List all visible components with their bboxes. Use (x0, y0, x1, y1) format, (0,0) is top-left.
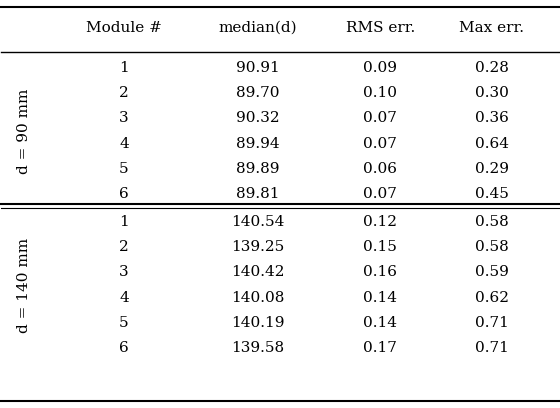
Text: 6: 6 (119, 341, 129, 355)
Text: 0.07: 0.07 (363, 111, 397, 126)
Text: 0.16: 0.16 (363, 266, 397, 279)
Text: 140.42: 140.42 (231, 266, 284, 279)
Text: 0.09: 0.09 (363, 61, 397, 75)
Text: d = 140 mm: d = 140 mm (17, 237, 31, 333)
Text: 89.70: 89.70 (236, 86, 279, 100)
Text: 139.58: 139.58 (231, 341, 284, 355)
Text: 0.29: 0.29 (475, 162, 508, 176)
Text: 140.19: 140.19 (231, 316, 284, 330)
Text: 0.62: 0.62 (475, 290, 508, 305)
Text: 89.81: 89.81 (236, 187, 279, 201)
Text: 5: 5 (119, 316, 129, 330)
Text: 2: 2 (119, 86, 129, 100)
Text: 0.12: 0.12 (363, 215, 397, 229)
Text: 4: 4 (119, 137, 129, 151)
Text: 0.59: 0.59 (475, 266, 508, 279)
Text: 6: 6 (119, 187, 129, 201)
Text: 3: 3 (119, 111, 129, 126)
Text: 0.36: 0.36 (475, 111, 508, 126)
Text: 0.10: 0.10 (363, 86, 397, 100)
Text: 1: 1 (119, 61, 129, 75)
Text: median(d): median(d) (218, 21, 297, 35)
Text: 0.06: 0.06 (363, 162, 397, 176)
Text: 0.14: 0.14 (363, 316, 397, 330)
Text: 89.89: 89.89 (236, 162, 279, 176)
Text: 0.28: 0.28 (475, 61, 508, 75)
Text: d = 90 mm: d = 90 mm (17, 89, 31, 174)
Text: 0.30: 0.30 (475, 86, 508, 100)
Text: 0.71: 0.71 (475, 316, 508, 330)
Text: 0.15: 0.15 (363, 240, 397, 254)
Text: 0.17: 0.17 (363, 341, 397, 355)
Text: 140.54: 140.54 (231, 215, 284, 229)
Text: 90.32: 90.32 (236, 111, 279, 126)
Text: 0.64: 0.64 (475, 137, 508, 151)
Text: 0.71: 0.71 (475, 341, 508, 355)
Text: 0.45: 0.45 (475, 187, 508, 201)
Text: 0.58: 0.58 (475, 215, 508, 229)
Text: 3: 3 (119, 266, 129, 279)
Text: 4: 4 (119, 290, 129, 305)
Text: 0.07: 0.07 (363, 187, 397, 201)
Text: 140.08: 140.08 (231, 290, 284, 305)
Text: 0.14: 0.14 (363, 290, 397, 305)
Text: RMS err.: RMS err. (346, 21, 415, 35)
Text: Max err.: Max err. (459, 21, 524, 35)
Text: 0.58: 0.58 (475, 240, 508, 254)
Text: 0.07: 0.07 (363, 137, 397, 151)
Text: 89.94: 89.94 (236, 137, 279, 151)
Text: 90.91: 90.91 (236, 61, 279, 75)
Text: 1: 1 (119, 215, 129, 229)
Text: 2: 2 (119, 240, 129, 254)
Text: 139.25: 139.25 (231, 240, 284, 254)
Text: 5: 5 (119, 162, 129, 176)
Text: Module #: Module # (86, 21, 162, 35)
